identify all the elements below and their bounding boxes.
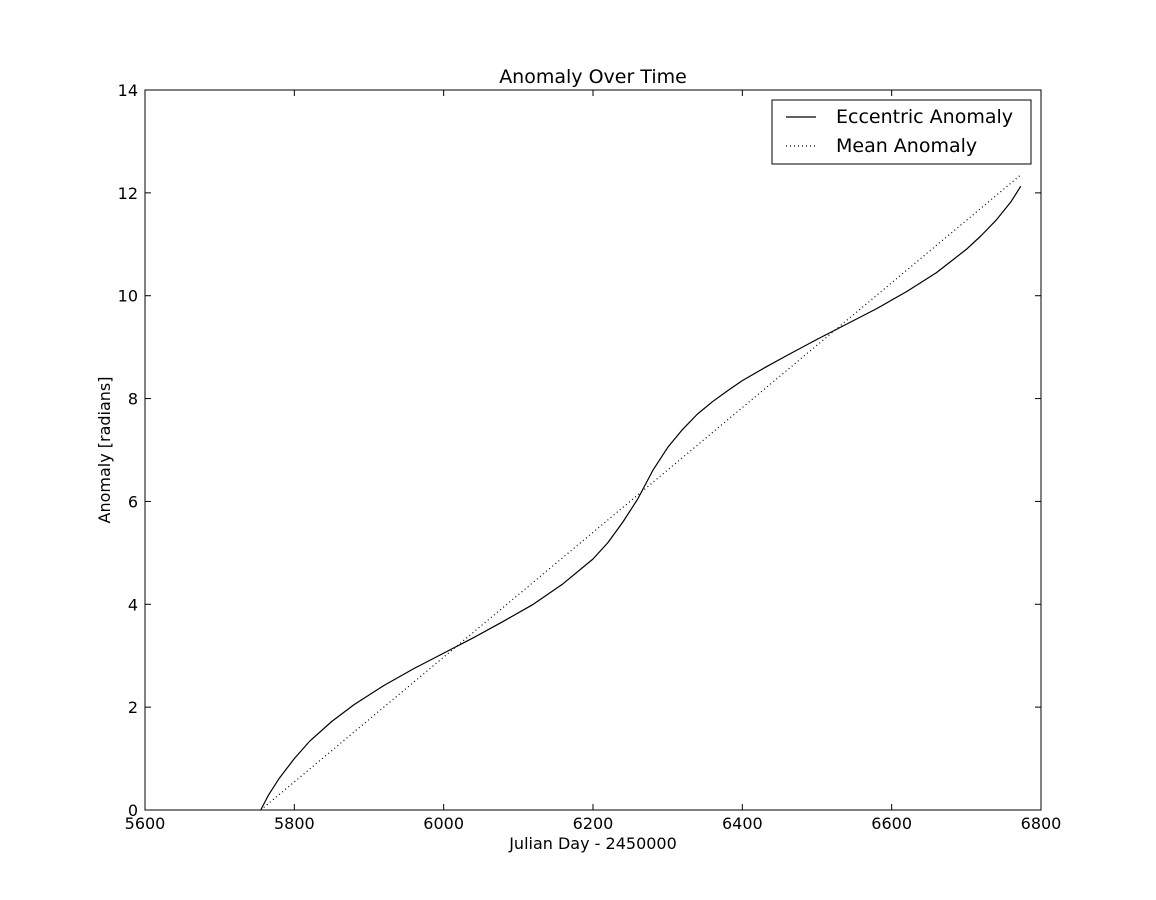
x-tick-label: 5800 — [274, 814, 315, 833]
chart-title: Anomaly Over Time — [499, 66, 687, 88]
x-tick-label: 6000 — [423, 814, 464, 833]
y-tick-label: 4 — [128, 595, 138, 614]
y-tick-label: 10 — [118, 287, 138, 306]
x-axis-label: Julian Day - 2450000 — [508, 834, 677, 853]
axis-ticks: 5600 5800 6000 6200 6400 6600 6800 0 2 4 6 8 10 12 14 — [118, 81, 1062, 833]
legend-label-eccentric-anomaly: Eccentric Anomaly — [836, 106, 1013, 128]
y-axis-label: Anomaly [radians] — [95, 376, 114, 523]
x-tick-label: 6200 — [573, 814, 614, 833]
y-tick-label: 6 — [128, 492, 138, 511]
x-tick-label: 5600 — [125, 814, 166, 833]
x-tick-label: 6600 — [871, 814, 912, 833]
y-tick-label: 2 — [128, 698, 138, 717]
legend-label-mean-anomaly: Mean Anomaly — [836, 135, 977, 157]
y-tick-label: 0 — [128, 801, 138, 820]
x-tick-label: 6800 — [1021, 814, 1062, 833]
legend: Eccentric Anomaly Mean Anomaly — [771, 99, 1032, 165]
y-tick-label: 12 — [118, 184, 138, 203]
y-tick-label: 14 — [118, 81, 138, 100]
y-tick-label: 8 — [128, 390, 138, 409]
x-tick-label: 6400 — [722, 814, 763, 833]
plot-frame — [144, 89, 1042, 811]
series-line-eccentric-anomaly — [260, 185, 1022, 811]
series-group — [260, 174, 1022, 811]
legend-box — [771, 99, 1032, 165]
